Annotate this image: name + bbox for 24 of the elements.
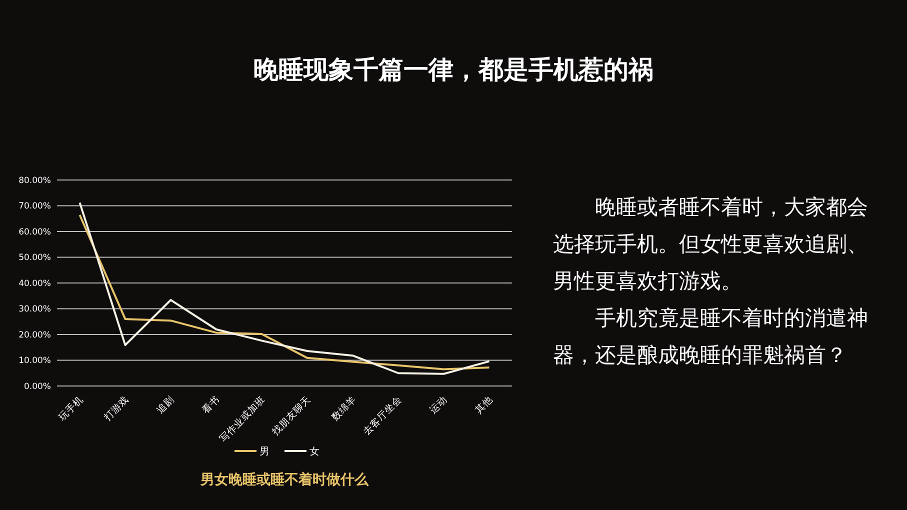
y-tick-label: 70.00% [18, 202, 51, 212]
y-tick-label: 0.00% [24, 382, 51, 392]
y-tick-label: 30.00% [18, 304, 51, 315]
text: 男女晚睡或睡不着时做什么 [200, 471, 370, 488]
y-tick-label: 20.00% [18, 330, 51, 340]
x-tick-label: 其他 [472, 394, 496, 416]
y-tick-label: 50.00% [18, 253, 51, 264]
x-tick-label: 追剧 [154, 394, 177, 416]
x-tick-label: 数绵羊 [329, 394, 359, 424]
x-tick-label: 玩手机 [56, 394, 86, 424]
y-tick-label: 60.00% [18, 227, 51, 238]
text: 晚睡或者睡不着时，大家都会选择玩手机。但女性更喜欢追剧、男性更喜欢打游戏。 [553, 195, 868, 293]
x-tick-label: 去客厅坐会 [360, 394, 404, 438]
y-tick-label: 40.00% [18, 278, 51, 289]
x-tick-label: 打游戏 [100, 394, 132, 424]
x-tick-label: 运动 [427, 394, 450, 416]
x-tick-label: 找朋友聊天 [268, 394, 314, 438]
y-tick-label: 80.00% [18, 176, 51, 186]
x-tick-label: 看书 [200, 394, 222, 416]
legend-label: 女 [310, 446, 320, 458]
y-tick-label: 10.00% [18, 356, 51, 366]
chart-title: 晚睡现象千篇一律，都是手机惹的祸 [254, 55, 654, 84]
text: 手机究竟是睡不着时的消遣神器，还是酿成晚睡的罪魁祸首？ [553, 306, 868, 367]
legend-label: 男 [260, 446, 270, 458]
